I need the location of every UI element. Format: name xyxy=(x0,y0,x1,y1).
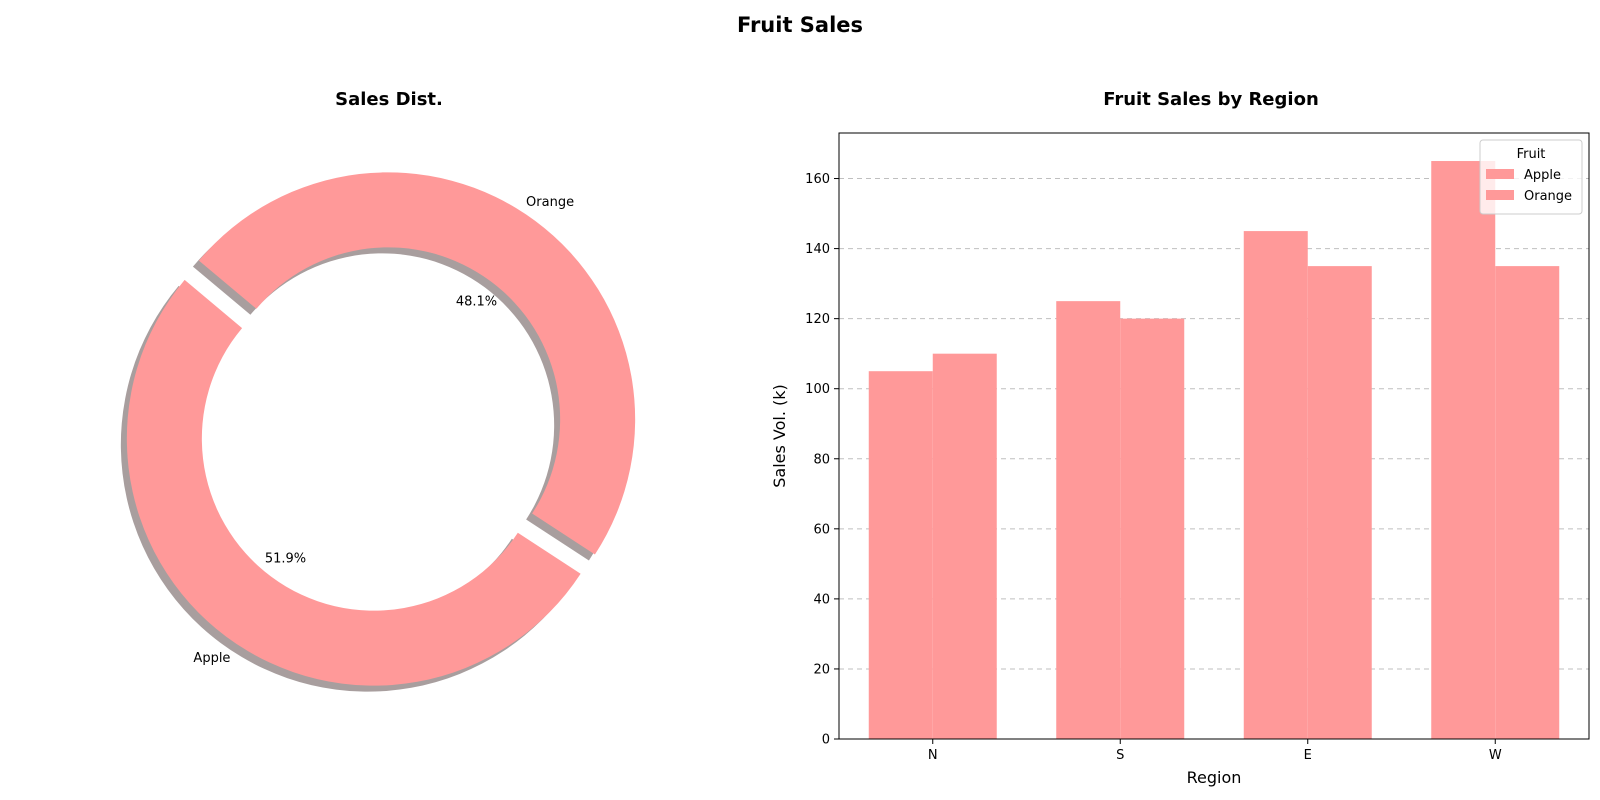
bar-chart-y-axis-label: Sales Vol. (k) xyxy=(770,384,789,488)
x-tick-label-s: S xyxy=(1116,748,1124,763)
y-tick-label-100: 100 xyxy=(805,382,830,397)
donut-chart-title: Sales Dist. xyxy=(335,89,443,110)
bar-chart-title: Fruit Sales by Region xyxy=(1103,89,1319,110)
bar-chart-y-ticks: 0 20 40 60 80 100 120 140 160 xyxy=(805,172,839,748)
donut-wedges xyxy=(126,172,636,686)
x-tick-label-w: W xyxy=(1489,748,1502,763)
legend-label-orange: Orange xyxy=(1524,189,1572,204)
y-tick-label-60: 60 xyxy=(813,522,830,537)
donut-percent-apple: 51.9% xyxy=(265,552,306,567)
donut-label-apple: Apple xyxy=(193,651,230,666)
y-tick-label-80: 80 xyxy=(813,452,830,467)
x-tick-label-n: N xyxy=(928,748,938,763)
legend-title: Fruit xyxy=(1517,147,1546,162)
donut-chart: Sales Dist. Apple Orange 51.9% 48.1% xyxy=(120,89,636,692)
donut-wedge-apple xyxy=(126,279,581,686)
y-tick-label-20: 20 xyxy=(813,662,830,677)
bar-apple-w xyxy=(1431,161,1496,739)
bar-chart-legend: Fruit Apple Orange xyxy=(1479,139,1583,215)
donut-labels: Apple Orange 51.9% 48.1% xyxy=(193,195,574,666)
y-tick-label-140: 140 xyxy=(805,242,830,257)
donut-wedge-orange xyxy=(198,172,636,555)
bar-chart-bars xyxy=(868,161,1560,739)
legend-label-apple: Apple xyxy=(1524,168,1561,183)
donut-percent-orange: 48.1% xyxy=(456,294,497,309)
bar-apple-e xyxy=(1243,231,1308,739)
bar-orange-e xyxy=(1307,266,1372,739)
bar-chart-frame xyxy=(838,132,1590,740)
y-tick-label-0: 0 xyxy=(822,733,830,748)
bar-apple-s xyxy=(1056,301,1121,739)
bar-orange-n xyxy=(932,353,997,739)
bar-chart-x-axis-label: Region xyxy=(1187,768,1242,787)
y-tick-label-40: 40 xyxy=(813,592,830,607)
donut-label-orange: Orange xyxy=(526,195,574,210)
bar-apple-n xyxy=(868,371,933,739)
x-tick-label-e: E xyxy=(1304,748,1312,763)
legend-swatch-apple xyxy=(1486,169,1514,179)
bar-orange-s xyxy=(1120,318,1185,739)
figure-title: Fruit Sales xyxy=(737,13,863,37)
legend-swatch-orange xyxy=(1486,190,1514,200)
y-tick-label-120: 120 xyxy=(805,312,830,327)
bar-chart: Fruit Sales by Region 0 20 40 60 80 100 120 140… xyxy=(770,89,1590,787)
bar-orange-w xyxy=(1495,266,1560,739)
y-tick-label-160: 160 xyxy=(805,172,830,187)
